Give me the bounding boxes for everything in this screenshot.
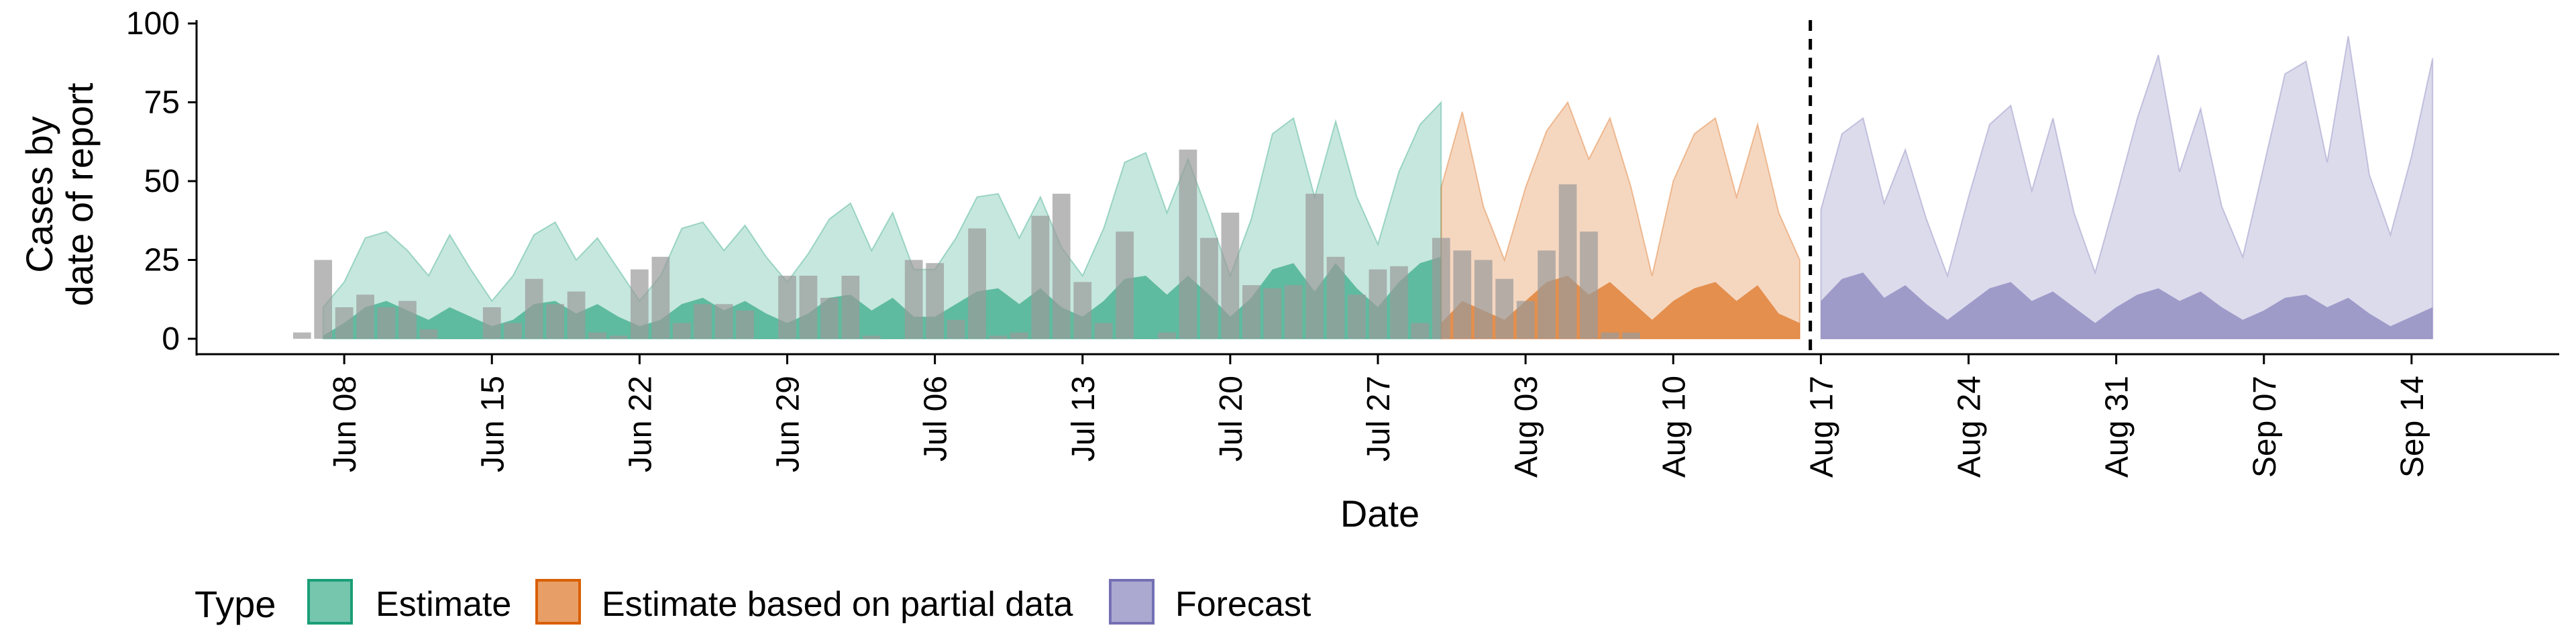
observed-bar <box>820 297 839 339</box>
observed-bar <box>1348 294 1366 339</box>
y-axis-ticks: 0 25 50 75 100 <box>126 6 197 357</box>
observed-bar <box>862 335 881 339</box>
observed-bar <box>841 276 860 339</box>
observed-bar <box>314 260 332 339</box>
observed-bar <box>1073 282 1092 339</box>
y-tick-label: 0 <box>162 321 180 357</box>
observed-bar <box>672 323 691 339</box>
x-tick-label: Jul 27 <box>1361 376 1397 462</box>
observed-bar <box>926 263 944 339</box>
observed-bar <box>1622 332 1640 339</box>
x-tick-label: Sep 07 <box>2247 376 2283 478</box>
observed-bar <box>1031 215 1050 339</box>
series-2-median-band <box>1821 272 2433 339</box>
y-tick-label: 75 <box>144 85 180 121</box>
observed-bar <box>588 332 606 339</box>
observed-bar <box>1052 193 1071 339</box>
observed-bar <box>736 310 754 339</box>
observed-bars <box>292 150 1640 339</box>
observed-bar <box>1474 260 1493 339</box>
x-tick-label: Aug 03 <box>1509 376 1544 478</box>
observed-bar <box>631 269 649 339</box>
y-axis-title-line2: date of report <box>58 83 101 307</box>
observed-bar <box>1221 213 1240 339</box>
observed-bar <box>1390 266 1408 339</box>
observed-bar <box>651 256 670 339</box>
observed-bar <box>1516 301 1535 339</box>
observed-bar <box>694 304 712 339</box>
observed-bar <box>335 307 354 339</box>
x-tick-label: Jun 22 <box>623 376 658 472</box>
x-tick-label: Aug 10 <box>1656 376 1692 478</box>
observed-bar <box>1495 278 1513 339</box>
observed-bar <box>1284 285 1303 339</box>
observed-bar <box>799 276 818 339</box>
observed-bar <box>377 307 396 339</box>
y-tick-label: 100 <box>126 6 180 42</box>
observed-bar <box>609 335 628 339</box>
observed-bar <box>1580 231 1598 339</box>
observed-bar <box>1368 269 1387 339</box>
observed-bar <box>356 294 374 339</box>
observed-bar <box>1326 256 1345 339</box>
x-tick-label: Jun 29 <box>771 376 806 472</box>
observed-bar <box>968 228 986 339</box>
y-tick-label: 25 <box>144 243 180 278</box>
legend-label-estimate: Estimate <box>376 585 511 624</box>
x-tick-label: Jun 15 <box>475 376 511 472</box>
observed-bar <box>419 329 438 339</box>
observed-bar <box>1179 150 1197 339</box>
observed-bar <box>1411 323 1430 339</box>
legend-swatch-forecast <box>1109 579 1155 625</box>
observed-bar <box>1538 250 1556 339</box>
legend: Type Estimate Estimate based on partial … <box>195 579 1311 625</box>
observed-bar <box>1432 237 1450 339</box>
observed-bar <box>525 278 543 339</box>
legend-title: Type <box>195 583 276 625</box>
x-tick-label: Sep 14 <box>2395 376 2430 478</box>
observed-bar <box>1158 332 1176 339</box>
observed-bar <box>1200 237 1218 339</box>
observed-bar <box>1263 288 1282 339</box>
x-tick-label: Aug 31 <box>2100 376 2135 478</box>
observed-bar <box>778 276 796 339</box>
observed-bar <box>1305 193 1324 339</box>
x-tick-label: Jul 06 <box>918 376 954 462</box>
y-tick-label: 50 <box>144 164 180 199</box>
observed-bar <box>398 301 417 339</box>
x-tick-label: Aug 17 <box>1804 376 1839 478</box>
y-axis-title-line1: Cases by <box>18 116 60 272</box>
legend-label-partial: Estimate based on partial data <box>602 585 1073 624</box>
observed-bar <box>1601 332 1619 339</box>
observed-bar <box>1094 323 1113 339</box>
x-axis-title: Date <box>1340 492 1419 535</box>
observed-bar <box>1010 332 1028 339</box>
observed-bar <box>947 319 965 339</box>
legend-label-forecast: Forecast <box>1175 585 1311 624</box>
series-0-median-band <box>323 256 1442 339</box>
observed-bar <box>1558 184 1577 339</box>
observed-bar <box>989 335 1008 339</box>
legend-swatch-estimate <box>307 579 353 625</box>
x-tick-label: Aug 24 <box>1952 376 1988 478</box>
observed-bar <box>482 307 501 339</box>
legend-swatch-partial <box>535 579 581 625</box>
observed-bar <box>714 304 733 339</box>
x-tick-label: Jul 20 <box>1214 376 1249 462</box>
x-axis-ticks: Jun 08 Jun 15 Jun 22 Jun 29 Jul 06 Jul 13 Jul … <box>327 354 2430 478</box>
observed-bar <box>904 260 923 339</box>
observed-bar <box>567 291 586 339</box>
x-tick-label: Jun 08 <box>327 376 363 472</box>
observed-bar <box>1116 231 1134 339</box>
observed-bar <box>292 332 311 339</box>
observed-bar <box>1242 285 1260 339</box>
observed-bar <box>546 304 564 339</box>
observed-bar <box>1453 250 1472 339</box>
observed-bar <box>504 323 522 339</box>
x-tick-label: Jul 13 <box>1066 376 1102 462</box>
